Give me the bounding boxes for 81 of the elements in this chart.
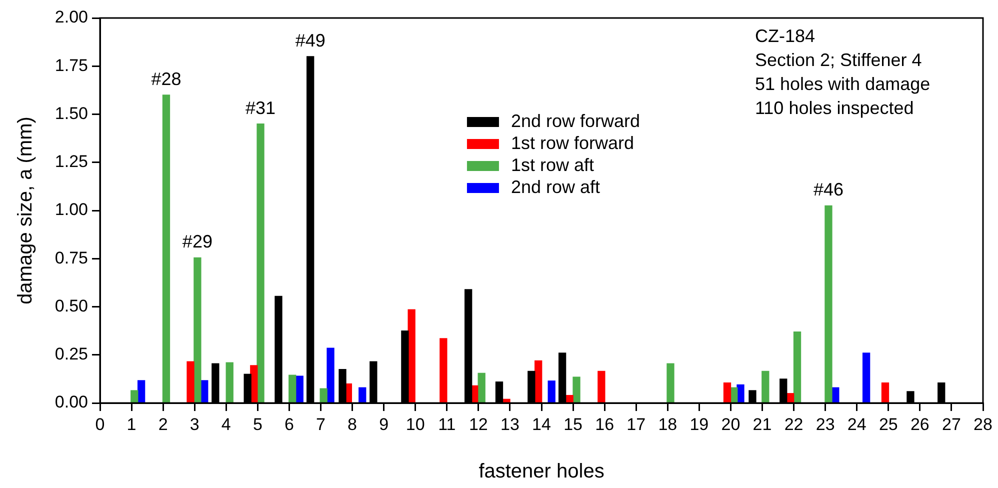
x-tick-label: 23 xyxy=(816,414,835,434)
x-tick-label: 7 xyxy=(316,414,326,434)
y-tick-label: 1.00 xyxy=(54,200,88,220)
bar xyxy=(723,382,732,403)
x-tick-label: 16 xyxy=(595,414,614,434)
bar xyxy=(786,393,794,403)
x-tick-label: 5 xyxy=(252,414,262,434)
y-tick-label: 1.25 xyxy=(54,152,88,172)
y-tick-label: 0.75 xyxy=(54,248,88,268)
bar xyxy=(862,352,870,403)
bar xyxy=(296,376,304,403)
x-tick-label: 10 xyxy=(406,414,425,434)
legend-label: 2nd row aft xyxy=(510,176,600,197)
y-tick-label: 1.75 xyxy=(54,56,88,75)
annotation: #29 xyxy=(182,232,212,252)
bar xyxy=(256,124,264,403)
bar xyxy=(502,398,510,403)
bar xyxy=(548,380,556,403)
y-tick-label: 0.25 xyxy=(54,344,88,364)
bar xyxy=(793,331,802,403)
bar xyxy=(566,394,574,403)
legend-label: 2nd row forward xyxy=(510,110,640,131)
bar xyxy=(130,390,138,403)
x-tick-label: 9 xyxy=(379,414,389,434)
bar xyxy=(824,205,832,403)
y-tick-label: 0.00 xyxy=(54,392,88,412)
x-tick-label: 4 xyxy=(221,414,231,434)
x-tick-label: 17 xyxy=(626,414,646,434)
annotation: Section 2; Stiffener 4 xyxy=(755,50,922,70)
bar xyxy=(137,380,146,403)
bar xyxy=(358,387,366,403)
x-tick-label: 6 xyxy=(284,414,294,434)
bar xyxy=(288,374,296,403)
annotation: #49 xyxy=(295,30,326,50)
x-tick-label: 0 xyxy=(95,414,105,434)
x-tick-label: 3 xyxy=(190,414,200,434)
annotation: 51 holes with damage xyxy=(755,74,930,94)
bar xyxy=(572,376,580,403)
x-tick-label: 13 xyxy=(500,414,520,434)
x-tick-label: 12 xyxy=(468,414,488,434)
bar xyxy=(226,362,234,403)
y-tick-label: 1.50 xyxy=(54,104,88,123)
annotation: #31 xyxy=(245,98,276,118)
x-tick-label: 19 xyxy=(690,414,709,434)
bar xyxy=(162,94,170,403)
bar xyxy=(320,388,328,403)
y-tick-label: 2.00 xyxy=(54,8,88,27)
bar xyxy=(598,370,606,403)
x-tick-label: 2 xyxy=(158,414,168,434)
x-tick-label: 28 xyxy=(974,414,992,434)
y-tick-label: 0.50 xyxy=(54,296,88,316)
x-tick-label: 18 xyxy=(658,414,678,434)
bar xyxy=(186,361,194,403)
annotation: CZ-184 xyxy=(755,26,816,46)
bar xyxy=(194,257,202,403)
x-axis-title: fastener holes xyxy=(478,460,604,483)
x-tick-label: 20 xyxy=(721,414,740,434)
bar xyxy=(478,372,486,403)
bar xyxy=(881,382,890,403)
x-tick-label: 21 xyxy=(752,414,772,434)
y-axis-title: damage size, a (mm) xyxy=(14,116,37,304)
x-tick-label: 15 xyxy=(564,414,582,434)
x-tick-label: 14 xyxy=(532,414,551,434)
bar xyxy=(534,360,542,403)
bar xyxy=(440,338,448,403)
x-tick-label: 8 xyxy=(348,414,358,434)
bar xyxy=(666,363,674,403)
x-tick-label: 11 xyxy=(438,414,456,434)
annotation: #46 xyxy=(813,180,844,200)
x-tick-label: 1 xyxy=(126,414,136,434)
x-tick-label: 27 xyxy=(942,414,961,434)
x-tick-label: 26 xyxy=(910,414,930,434)
x-tick-label: 25 xyxy=(878,414,898,434)
legend-label: 1st row forward xyxy=(510,132,634,153)
legend-label: 1st row aft xyxy=(510,154,594,175)
x-tick-label: 24 xyxy=(847,414,866,434)
annotation: #28 xyxy=(151,68,182,89)
annotation: 110 holes inspected xyxy=(755,98,914,118)
x-tick-label: 22 xyxy=(784,414,804,434)
bar xyxy=(326,348,334,403)
bar xyxy=(762,370,770,403)
